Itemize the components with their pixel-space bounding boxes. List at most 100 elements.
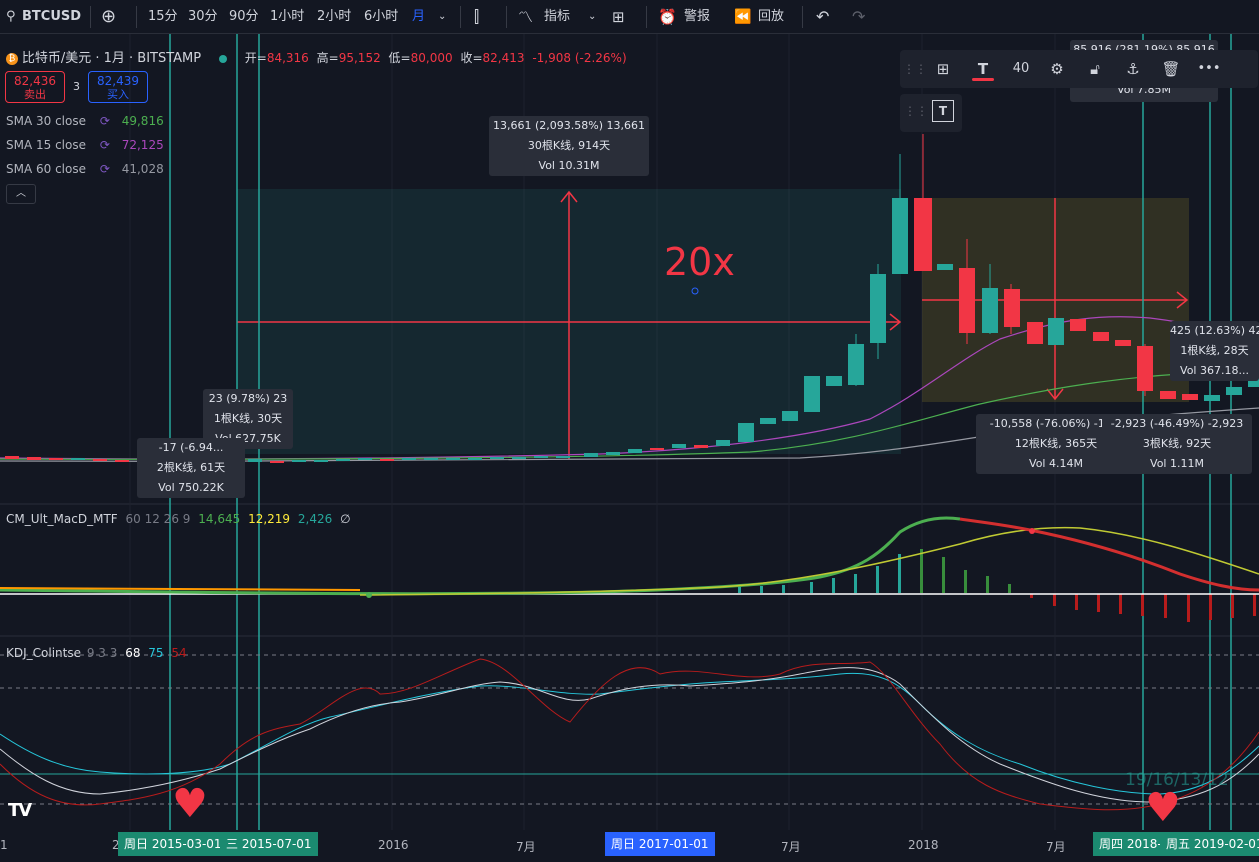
kdj-k-line [0,667,1259,803]
callout-line: 425 (12.63%) 42... [1170,324,1259,337]
macd-value-2: 12,219 [248,512,291,526]
text-anchor-handle[interactable] [691,287,699,295]
redo-icon[interactable]: ↷ [852,7,866,26]
x-axis-highlight: 周日 2017-01-01 [605,832,715,856]
text-tool-icon[interactable]: T [932,100,954,122]
measure-callout-main: 13,661 (2,093.58%) 13,661 30根K线, 914天 Vo… [489,116,649,176]
callout-line: Vol 1.11M [1150,457,1204,470]
sma-60-legend[interactable]: SMA 60 close ⟳ 41,028 [6,162,164,176]
collapse-legend-button[interactable]: ︿ [6,184,36,204]
interval-1m[interactable]: 月 [412,9,426,24]
x-axis-label: 2016 [378,838,409,852]
compare-add-icon[interactable]: ⊕ [101,6,117,27]
indicators-icon[interactable]: 〽 [518,8,534,26]
more-options-icon[interactable]: ••• [1197,61,1221,76]
candle-type-icon[interactable]: ⫿ [474,7,480,26]
toolbar-divider [136,6,137,28]
trash-icon[interactable]: 🗑︎ [1161,60,1181,78]
macd-value-1: 14,645 [198,512,241,526]
refresh-icon[interactable]: ⟳ [99,138,110,152]
kdj-j-value: 54 [171,646,187,660]
sma-15-legend[interactable]: SMA 15 close ⟳ 72,125 [6,138,164,152]
macd-histogram [738,549,1256,622]
measure-callout-left2: -17 (-6.94... 2根K线, 61天 Vol 750.22K [137,438,245,498]
kdj-k-value: 68 [125,646,141,660]
interval-2h[interactable]: 2小时 [317,9,352,24]
indicators-button[interactable]: 指标 [544,9,571,24]
macd-legend[interactable]: CM_Ult_MacD_MTF 60 12 26 9 14,645 12,219… [6,512,351,526]
heart-icon: ♥ [1145,785,1181,831]
drag-handle-icon[interactable]: ⋮⋮ [903,62,927,76]
callout-line: 12根K线, 365天 [1014,437,1098,450]
kdj-j-line [0,658,1259,811]
callout-line: Vol 10.31M [538,159,600,172]
callout-line: 13,661 (2,093.58%) 13,661 [493,119,645,132]
kdj-legend[interactable]: KDJ_Colintse 9 3 3 68 75 54 [6,646,187,660]
drawing-toolbar: ⋮⋮ ⊞ T 40 ⚙ 🔓︎ ⚓︎ 🗑︎ ••• [900,50,1258,88]
tradingview-logo-icon[interactable]: TV [8,800,32,821]
chevron-down-icon[interactable]: ⌄ [588,11,597,22]
lock-icon[interactable]: 🔓︎ [1090,60,1100,78]
undo-icon[interactable]: ↶ [816,7,830,26]
callout-line: Vol 4.14M [1029,457,1083,470]
rewind-icon[interactable]: ⏪ [734,9,752,25]
interval-6h[interactable]: 6小时 [364,9,399,24]
change-value: -1,908 (-2.26%) [532,51,627,65]
open-label: 开= [244,51,267,65]
x-axis-label: 2 [112,838,120,852]
chevron-down-icon[interactable]: ⌄ [438,11,447,22]
replay-button[interactable]: 回放 [758,9,785,24]
measure-callout-right2: 425 (12.63%) 42... 1根K线, 28天 Vol 367.18.… [1170,321,1259,381]
settings-gear-icon[interactable]: ⚙ [1050,60,1064,78]
chart-canvas[interactable] [0,34,1259,862]
refresh-icon[interactable]: ⟳ [99,162,110,176]
measure-arrows [237,190,1189,459]
kdj-d-line [0,672,1259,795]
symbol-title[interactable]: 比特币/美元 · 1月 · BITSTAMP [21,51,202,66]
text-color-icon[interactable]: T [977,60,989,78]
symbol-button[interactable]: BTCUSD [22,9,82,24]
high-value: 95,152 [338,51,381,65]
kdj-params: 9 3 3 [86,646,118,660]
drag-handle-icon[interactable]: ⋮⋮ [904,104,928,118]
buy-price: 82,439 [97,74,139,88]
x-axis-highlight: 周五 2019-02-01 [1160,832,1259,856]
callout-line: 30根K线, 914天 [527,139,611,152]
sell-button[interactable]: 82,436 卖出 [5,71,65,103]
buy-button[interactable]: 82,439 买入 [88,71,148,103]
callout-line: -10,558 (-76.06%) -10... [989,417,1123,430]
x-axis-label: 7月 [1046,840,1066,854]
template-grid-icon[interactable]: ⊞ [936,60,950,78]
high-label: 高= [316,51,339,65]
refresh-icon[interactable]: ⟳ [99,114,110,128]
alarm-clock-icon[interactable]: ⏰ [658,8,677,26]
interval-15m[interactable]: 15分 [148,9,178,24]
interval-1h[interactable]: 1小时 [270,9,305,24]
callout-line: 23 (9.78%) 23 [208,392,288,405]
toolbar-divider [90,6,91,28]
x-axis-label: 1 [0,838,8,852]
alert-button[interactable]: 警报 [684,9,711,24]
sma-30-legend[interactable]: SMA 30 close ⟳ 49,816 [6,114,164,128]
font-size-select[interactable]: 40 [1012,61,1030,76]
sma-name: SMA 30 close [6,114,86,128]
callout-line: Vol 367.18... [1180,364,1249,377]
measure-callout-right1: -2,923 (-46.49%) -2,923 3根K线, 92天 Vol 1.… [1102,414,1252,474]
search-icon[interactable]: ⚲ [6,9,16,24]
bitcoin-icon: ₿ [6,52,18,65]
kdj-watermark-text: 19/16/13/12 [1125,770,1229,790]
macd-value-3: 2,426 [297,512,333,526]
anchor-icon[interactable]: ⚓︎ [1126,60,1140,78]
annotation-text-20x[interactable]: 20x [664,240,735,284]
interval-30m[interactable]: 30分 [188,9,218,24]
top-toolbar: ⚲ BTCUSD ⊕ 15分 30分 90分 1小时 2小时 6小时 月 ⌄ ⫿… [0,0,1259,34]
callout-line: 1根K线, 28天 [1180,344,1249,357]
interval-90m[interactable]: 90分 [229,9,259,24]
macd-cross-dot [366,592,372,598]
symbol-legend: ₿ 比特币/美元 · 1月 · BITSTAMP 开=84,316 高=95,1… [6,47,627,66]
kdj-name: KDJ_Colintse [6,646,81,660]
x-axis-label: 2018 [908,838,939,852]
layout-grid-icon[interactable]: ⊞ [612,8,625,26]
open-value: 84,316 [266,51,309,65]
spread-value: 3 [73,80,80,93]
